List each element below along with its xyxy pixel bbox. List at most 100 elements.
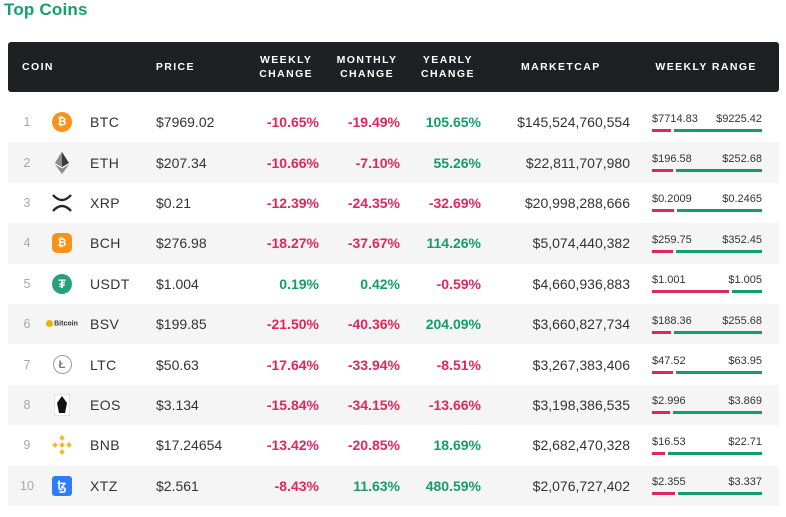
monthly-change: -24.35% (347, 194, 400, 211)
table-row[interactable]: 4 ₿ BCH $276.98 -18.27% -37.67% 114.26% $5,074,… (8, 223, 779, 264)
range-bar (652, 411, 762, 415)
yearly-change: 55.26% (433, 154, 481, 171)
range-bar (652, 492, 762, 496)
weekly-change: -21.50% (266, 316, 319, 333)
coin-rank: 9 (23, 438, 31, 453)
range-bar-low (652, 128, 671, 132)
coin-rank: 10 (20, 478, 34, 493)
table-row[interactable]: 9 BNB $17.24654 -13.42% -20.85% 18.69% $2,682,… (8, 425, 779, 465)
range-bar-high (673, 411, 762, 415)
binance-coin-icon (46, 435, 78, 456)
range-bar-low (652, 330, 671, 334)
tether-icon: ₮ (46, 273, 78, 294)
range-low: $7714.83 (652, 112, 698, 125)
range-high: $252.68 (722, 153, 762, 166)
table-row[interactable]: 3 XRP $0.21 -12.39% -24.35% -32.69% $20,998,28… (8, 183, 779, 223)
bitcoin-sv-icon: Bitcoin (46, 320, 78, 328)
coin-rank: 1 (23, 115, 31, 130)
coin-symbol[interactable]: ETH (90, 154, 120, 171)
coin-rank: 2 (23, 155, 31, 170)
marketcap: $3,198,386,535 (532, 396, 630, 413)
weekly-range: $7714.83 $9225.42 (632, 113, 778, 132)
yearly-change: 480.59% (425, 477, 481, 494)
weekly-range: $2.996 $3.869 (632, 395, 778, 415)
header-price[interactable]: PRICE (155, 61, 195, 73)
coin-rank: 4 (23, 236, 31, 251)
coin-symbol[interactable]: BNB (90, 437, 120, 454)
coin-price: $3.134 (156, 396, 199, 413)
coin-price: $50.63 (156, 356, 199, 373)
range-bar (652, 371, 762, 375)
header-monthly-change[interactable]: MONTHLY CHANGE (336, 54, 398, 80)
range-high: $1.005 (728, 274, 762, 287)
table-row[interactable]: 2 ETH $207.34 -10.66% -7.10% 55.26% $22,811,70… (8, 142, 779, 183)
yearly-change: 204.09% (425, 316, 481, 333)
marketcap: $20,998,288,666 (524, 194, 630, 211)
coin-symbol[interactable]: XRP (90, 194, 120, 211)
weekly-range: $1.001 $1.005 (632, 274, 778, 294)
coin-symbol[interactable]: BCH (90, 235, 121, 252)
coin-price: $17.24654 (156, 437, 223, 454)
range-bar-low (652, 169, 673, 173)
coin-symbol[interactable]: LTC (90, 356, 117, 373)
coin-price: $207.34 (156, 154, 207, 171)
bitcoin-icon: ₿ (46, 112, 78, 133)
range-bar-high (674, 128, 762, 132)
range-high: $9225.42 (716, 112, 762, 125)
header-weekly-range[interactable]: WEEKLY RANGE (655, 61, 757, 73)
coin-symbol[interactable]: BTC (90, 114, 120, 131)
yearly-change: 18.69% (433, 437, 481, 454)
range-bar-low (652, 249, 673, 253)
eos-icon (46, 393, 78, 416)
bitcoin-cash-icon: ₿ (46, 233, 78, 254)
yearly-change: -0.59% (436, 275, 481, 292)
yearly-change: -8.51% (436, 356, 481, 373)
weekly-change: -12.39% (266, 194, 319, 211)
marketcap: $2,682,470,328 (532, 437, 630, 454)
marketcap: $145,524,760,554 (517, 114, 630, 131)
table-row[interactable]: 8 EOS $3.134 -15.84% -34.15% -13.66% $3,198,38… (8, 384, 779, 426)
header-marketcap[interactable]: MARKETCAP (520, 61, 601, 73)
header-weekly-change[interactable]: WEEKLY CHANGE (259, 54, 314, 80)
weekly-range: $0.2009 $0.2465 (632, 193, 778, 213)
table-body: 1 ₿ BTC $7969.02 -10.65% -19.49% 105.65% $145,5… (8, 102, 779, 506)
range-high: $255.68 (722, 314, 762, 327)
weekly-range: $47.52 $63.95 (632, 355, 778, 375)
table-row[interactable]: 6 Bitcoin BSV $199.85 -21.50% -40.36% 204.09% $… (8, 303, 779, 345)
coin-rank: 6 (23, 317, 31, 332)
range-bar (652, 330, 762, 334)
range-low: $47.52 (652, 355, 686, 368)
weekly-range: $259.75 $352.45 (632, 234, 778, 253)
range-high: $3.337 (728, 476, 762, 489)
marketcap: $4,660,936,883 (532, 275, 630, 292)
litecoin-icon: Ł (46, 355, 78, 375)
range-bar (652, 128, 762, 132)
yearly-change: 105.65% (425, 114, 481, 131)
table-row[interactable]: 7 Ł LTC $50.63 -17.64% -33.94% -8.51% $3,267,38… (8, 344, 779, 384)
weekly-change: -8.43% (274, 477, 319, 494)
table-row[interactable]: 5 ₮ USDT $1.004 0.19% 0.42% -0.59% $4,660,936,8… (8, 264, 779, 304)
monthly-change: -20.85% (347, 437, 400, 454)
range-low: $2.355 (652, 476, 686, 489)
coin-symbol[interactable]: USDT (90, 275, 130, 292)
marketcap: $3,267,383,406 (532, 356, 630, 373)
coin-price: $0.21 (156, 194, 192, 211)
coin-symbol[interactable]: XTZ (90, 477, 118, 494)
range-bar-high (732, 290, 762, 294)
weekly-range: $188.36 $255.68 (632, 315, 778, 334)
coin-symbol[interactable]: EOS (90, 396, 121, 413)
table-row[interactable]: 10 ꜩ XTZ $2.561 -8.43% 11.63% 480.59% $2,076,72… (8, 465, 779, 506)
coin-rank: 5 (23, 276, 31, 291)
table-row[interactable]: 1 ₿ BTC $7969.02 -10.65% -19.49% 105.65% $145,5… (8, 102, 779, 142)
range-high: $3.869 (728, 395, 762, 408)
header-coin[interactable]: COIN (22, 61, 54, 73)
range-bar-low (652, 451, 665, 455)
range-low: $188.36 (652, 314, 692, 327)
monthly-change: -37.67% (347, 235, 400, 252)
monthly-change: -7.10% (355, 154, 400, 171)
range-bar-low (652, 290, 729, 294)
range-bar-high (677, 209, 762, 213)
coin-symbol[interactable]: BSV (90, 316, 120, 333)
monthly-change: -19.49% (347, 114, 400, 131)
header-yearly-change[interactable]: YEARLY CHANGE (420, 54, 475, 80)
